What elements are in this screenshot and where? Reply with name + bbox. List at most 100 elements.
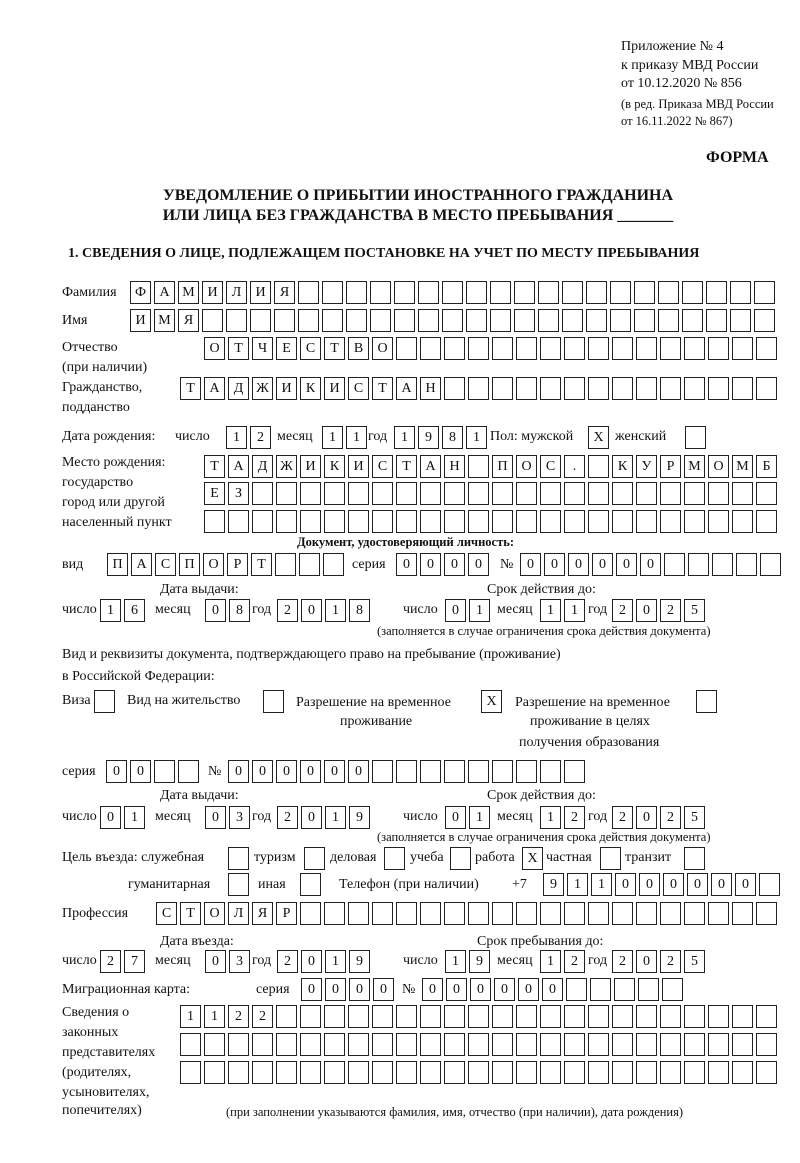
birth-place-cell[interactable] (492, 482, 513, 505)
birth-place-cell[interactable] (396, 482, 417, 505)
representative-cell[interactable] (564, 1005, 585, 1028)
birth-place-cell[interactable] (372, 510, 393, 533)
surname-cell[interactable]: А (154, 281, 175, 304)
stay-valid-year-cell[interactable]: 5 (684, 806, 705, 829)
mig-number-cell[interactable] (638, 978, 659, 1001)
stay-valid-month-cell[interactable]: 2 (564, 806, 585, 829)
birth-month-cell[interactable]: 1 (322, 426, 343, 449)
stay-number-cell[interactable]: 0 (324, 760, 345, 783)
doc-type-cell[interactable]: А (131, 553, 152, 576)
birth-place-cell[interactable] (324, 510, 345, 533)
name-cell[interactable] (466, 309, 487, 332)
citizenship-cell[interactable]: А (396, 377, 417, 400)
mig-number-cell[interactable]: 0 (422, 978, 443, 1001)
representative-cell[interactable] (468, 1061, 489, 1084)
name-cell[interactable] (394, 309, 415, 332)
doc-issue-year-cell[interactable]: 8 (349, 599, 370, 622)
representative-cell[interactable]: 2 (228, 1005, 249, 1028)
patronymic-cell[interactable] (756, 337, 777, 360)
representative-cell[interactable] (516, 1005, 537, 1028)
birth-place-cell[interactable]: К (324, 455, 345, 478)
patronymic-cell[interactable]: С (300, 337, 321, 360)
stay-number-cell[interactable] (420, 760, 441, 783)
birth-place-cell[interactable]: . (564, 455, 585, 478)
birth-place-cell[interactable]: М (684, 455, 705, 478)
stay-valid-year-cell[interactable]: 0 (636, 806, 657, 829)
entry-date-year-cell[interactable]: 9 (349, 950, 370, 973)
birth-place-cell[interactable] (684, 510, 705, 533)
birth-place-cell[interactable] (276, 482, 297, 505)
representative-cell[interactable] (420, 1005, 441, 1028)
birth-place-cell[interactable]: А (228, 455, 249, 478)
birth-place-cell[interactable] (756, 482, 777, 505)
birth-place-cell[interactable] (468, 510, 489, 533)
doc-issue-year-cell[interactable]: 2 (277, 599, 298, 622)
birth-place-cell[interactable] (444, 482, 465, 505)
doc-valid-day-cell[interactable]: 0 (445, 599, 466, 622)
citizenship-cell[interactable] (636, 377, 657, 400)
citizenship-cell[interactable] (684, 377, 705, 400)
doc-issue-year-cell[interactable]: 1 (325, 599, 346, 622)
stay-series-cell[interactable] (178, 760, 199, 783)
name-cell[interactable] (562, 309, 583, 332)
profession-cell[interactable] (420, 902, 441, 925)
representative-cell[interactable] (660, 1005, 681, 1028)
birth-place-cell[interactable]: К (612, 455, 633, 478)
purpose-service-checkbox[interactable] (228, 847, 249, 870)
representative-cell[interactable] (204, 1033, 225, 1056)
representative-cell[interactable] (204, 1061, 225, 1084)
stay-until-year-cell[interactable]: 5 (684, 950, 705, 973)
name-cell[interactable] (370, 309, 391, 332)
stay-issue-year-cell[interactable]: 1 (325, 806, 346, 829)
surname-cell[interactable] (682, 281, 703, 304)
stay-number-cell[interactable]: 0 (348, 760, 369, 783)
temporary-residence-checkbox[interactable]: X (481, 690, 502, 713)
birth-place-cell[interactable] (660, 482, 681, 505)
representative-cell[interactable] (540, 1061, 561, 1084)
representative-cell[interactable] (372, 1033, 393, 1056)
name-cell[interactable] (298, 309, 319, 332)
stay-valid-day-cell[interactable]: 0 (445, 806, 466, 829)
patronymic-cell[interactable] (660, 337, 681, 360)
doc-valid-year-cell[interactable]: 2 (660, 599, 681, 622)
stay-until-year-cell[interactable]: 2 (612, 950, 633, 973)
profession-cell[interactable] (756, 902, 777, 925)
birth-place-cell[interactable]: Н (444, 455, 465, 478)
surname-cell[interactable] (658, 281, 679, 304)
surname-cell[interactable]: Я (274, 281, 295, 304)
representative-cell[interactable] (492, 1033, 513, 1056)
profession-cell[interactable] (372, 902, 393, 925)
representative-cell[interactable] (684, 1033, 705, 1056)
stay-series-cell[interactable]: 0 (106, 760, 127, 783)
surname-cell[interactable] (514, 281, 535, 304)
patronymic-cell[interactable] (516, 337, 537, 360)
patronymic-cell[interactable] (708, 337, 729, 360)
representative-cell[interactable] (756, 1033, 777, 1056)
doc-type-cell[interactable]: П (179, 553, 200, 576)
profession-cell[interactable] (324, 902, 345, 925)
representative-cell[interactable] (324, 1033, 345, 1056)
citizenship-cell[interactable] (660, 377, 681, 400)
citizenship-cell[interactable]: И (324, 377, 345, 400)
stay-issue-day-cell[interactable]: 0 (100, 806, 121, 829)
birth-place-cell[interactable] (516, 510, 537, 533)
birth-place-cell[interactable] (420, 482, 441, 505)
citizenship-cell[interactable] (564, 377, 585, 400)
mig-number-cell[interactable]: 0 (494, 978, 515, 1001)
representative-cell[interactable] (348, 1061, 369, 1084)
representative-cell[interactable] (684, 1061, 705, 1084)
profession-cell[interactable]: С (156, 902, 177, 925)
stay-number-cell[interactable] (396, 760, 417, 783)
stay-number-cell[interactable]: 0 (252, 760, 273, 783)
birth-place-cell[interactable] (396, 510, 417, 533)
birth-place-cell[interactable] (468, 455, 489, 478)
representative-cell[interactable] (300, 1061, 321, 1084)
representative-cell[interactable] (612, 1005, 633, 1028)
representative-cell[interactable] (180, 1033, 201, 1056)
doc-series-cell[interactable]: 0 (444, 553, 465, 576)
profession-cell[interactable] (492, 902, 513, 925)
citizenship-cell[interactable]: Т (180, 377, 201, 400)
stay-number-cell[interactable]: 0 (228, 760, 249, 783)
doc-number-cell[interactable]: 0 (544, 553, 565, 576)
representative-cell[interactable] (276, 1061, 297, 1084)
